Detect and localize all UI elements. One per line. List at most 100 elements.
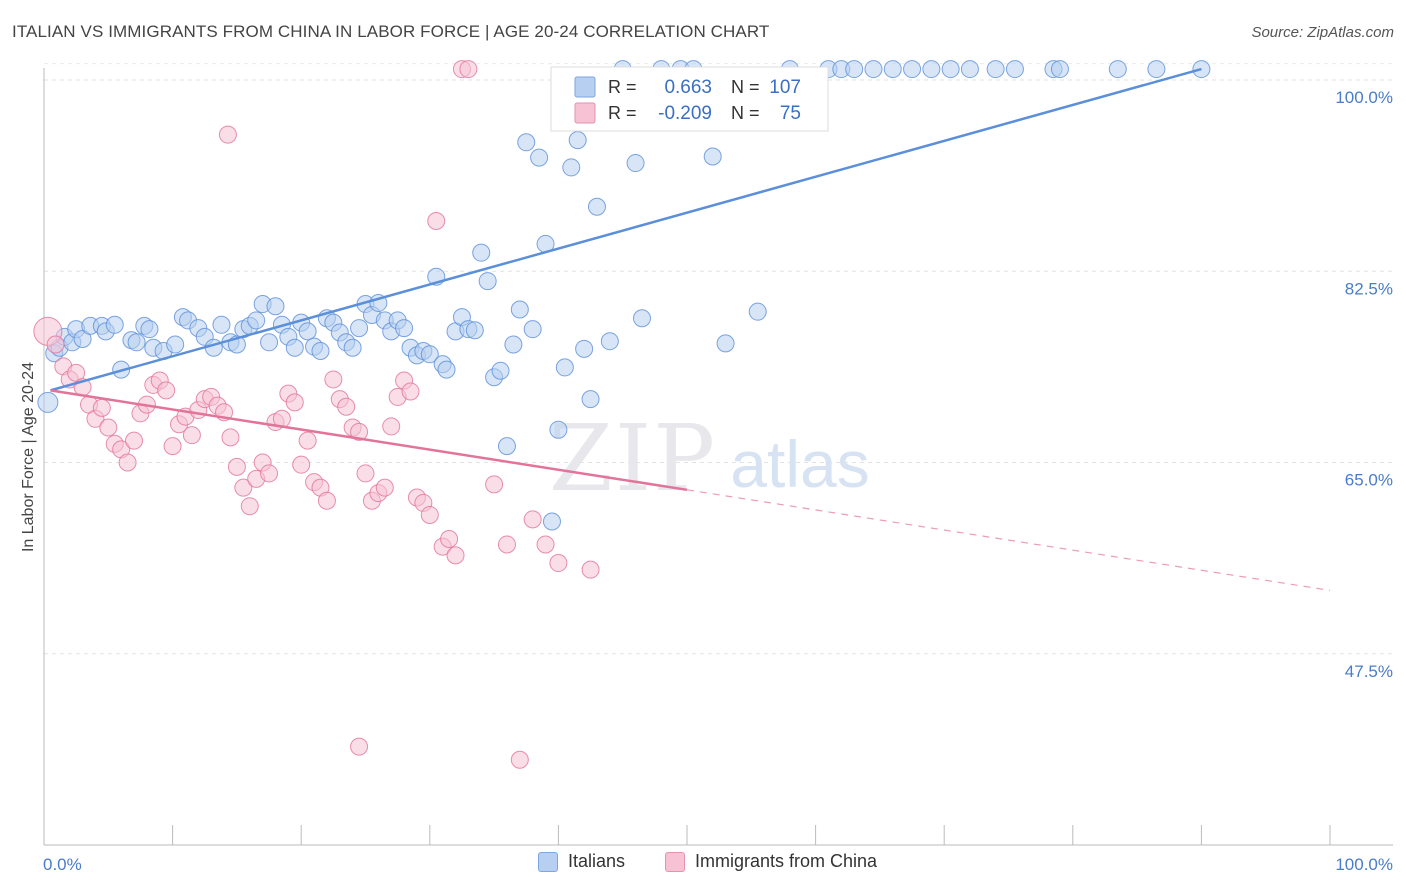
point-italians bbox=[343, 338, 362, 357]
point-china bbox=[298, 431, 317, 450]
point-italians bbox=[523, 320, 542, 339]
point-italians bbox=[562, 158, 581, 177]
point-china bbox=[536, 535, 555, 554]
trend-lines bbox=[50, 67, 1331, 591]
point-italians bbox=[626, 154, 645, 173]
point-italians bbox=[568, 131, 587, 150]
point-italians bbox=[922, 60, 941, 79]
x-tick-label-left: 0.0% bbox=[43, 855, 82, 874]
point-china bbox=[375, 478, 394, 497]
point-china bbox=[440, 530, 459, 548]
point-italians bbox=[600, 332, 619, 351]
point-china bbox=[46, 335, 65, 354]
legend-label-china: Immigrants from China bbox=[695, 851, 878, 871]
point-italians bbox=[575, 339, 594, 358]
legend-n-value-china: 75 bbox=[780, 103, 801, 124]
legend-r-label-china: R = bbox=[608, 103, 637, 123]
legend-r-value-italians: 0.663 bbox=[664, 77, 712, 98]
y-tick-label: 47.5% bbox=[1345, 662, 1393, 681]
trend-line-china bbox=[50, 389, 688, 492]
point-italians bbox=[491, 361, 510, 380]
data-points bbox=[33, 60, 1211, 769]
x-tick-labels: 0.0% 100.0% bbox=[43, 855, 1393, 874]
legend-box bbox=[550, 66, 829, 132]
trend-line-china-extension bbox=[686, 489, 1331, 591]
point-italians bbox=[260, 333, 279, 352]
trend-line-italians bbox=[50, 67, 1202, 392]
point-italians bbox=[517, 133, 536, 152]
correlation-legend: R = 0.663 N = 107 R = -0.209 N = 75 bbox=[550, 66, 829, 132]
point-italians bbox=[127, 333, 146, 352]
point-china bbox=[234, 478, 253, 497]
point-italians bbox=[748, 302, 767, 321]
point-italians bbox=[350, 319, 369, 338]
point-china bbox=[350, 737, 369, 756]
legend-item-italians: Italians bbox=[538, 851, 625, 872]
point-italians bbox=[166, 335, 185, 354]
point-italians bbox=[986, 60, 1005, 79]
chart-title: ITALIAN VS IMMIGRANTS FROM CHINA IN LABO… bbox=[12, 22, 770, 41]
point-italians bbox=[703, 147, 722, 166]
point-italians bbox=[903, 60, 922, 79]
point-italians bbox=[204, 338, 223, 357]
legend-label-italians: Italians bbox=[568, 851, 626, 871]
point-china bbox=[446, 546, 465, 565]
legend-n-label-china: N = bbox=[731, 103, 760, 123]
point-china bbox=[324, 370, 343, 389]
axes bbox=[43, 68, 1393, 846]
point-china bbox=[350, 422, 369, 441]
point-china bbox=[157, 381, 176, 400]
point-china bbox=[99, 418, 118, 437]
point-italians bbox=[941, 60, 960, 79]
point-china bbox=[420, 505, 439, 524]
point-italians bbox=[266, 297, 285, 316]
point-italians bbox=[1005, 60, 1024, 79]
point-italians bbox=[587, 197, 606, 216]
point-italians bbox=[478, 272, 497, 291]
point-italians bbox=[472, 243, 491, 262]
point-china bbox=[182, 426, 201, 445]
point-italians bbox=[37, 391, 59, 413]
point-italians bbox=[510, 300, 529, 319]
legend-n-value-italians: 107 bbox=[769, 77, 801, 98]
point-italians bbox=[716, 334, 735, 353]
point-china bbox=[382, 417, 401, 436]
point-china bbox=[485, 475, 504, 494]
point-china bbox=[118, 453, 137, 472]
point-italians bbox=[581, 390, 600, 409]
point-italians bbox=[1108, 60, 1127, 79]
y-tick-labels: 100.0% 82.5% 65.0% 47.5% bbox=[1335, 88, 1393, 681]
legend-swatch-italians-bottom bbox=[538, 851, 558, 872]
point-italians bbox=[105, 315, 124, 334]
point-italians bbox=[247, 311, 266, 330]
point-italians bbox=[530, 148, 549, 167]
legend-n-label-italians: N = bbox=[731, 77, 760, 97]
point-italians bbox=[542, 512, 561, 531]
point-italians bbox=[864, 60, 883, 79]
point-china bbox=[285, 393, 304, 412]
point-italians bbox=[504, 335, 523, 354]
point-italians bbox=[960, 60, 979, 79]
legend-swatch-china bbox=[574, 102, 596, 124]
point-china bbox=[260, 464, 279, 483]
y-tick-label: 100.0% bbox=[1335, 88, 1393, 107]
point-italians bbox=[298, 322, 317, 341]
legend-item-china: Immigrants from China bbox=[665, 851, 877, 872]
point-china bbox=[163, 437, 182, 456]
point-china bbox=[523, 510, 542, 529]
point-china bbox=[125, 431, 144, 450]
point-italians bbox=[632, 309, 651, 328]
point-italians bbox=[140, 320, 159, 339]
point-china bbox=[356, 464, 375, 483]
point-china bbox=[317, 491, 336, 510]
legend-r-label-italians: R = bbox=[608, 77, 637, 97]
point-italians bbox=[555, 358, 574, 377]
point-china bbox=[510, 750, 529, 769]
point-china bbox=[337, 397, 356, 416]
point-china bbox=[292, 455, 311, 474]
point-italians bbox=[395, 319, 414, 338]
point-china bbox=[581, 560, 600, 579]
point-italians bbox=[497, 437, 516, 456]
point-china bbox=[549, 554, 568, 573]
